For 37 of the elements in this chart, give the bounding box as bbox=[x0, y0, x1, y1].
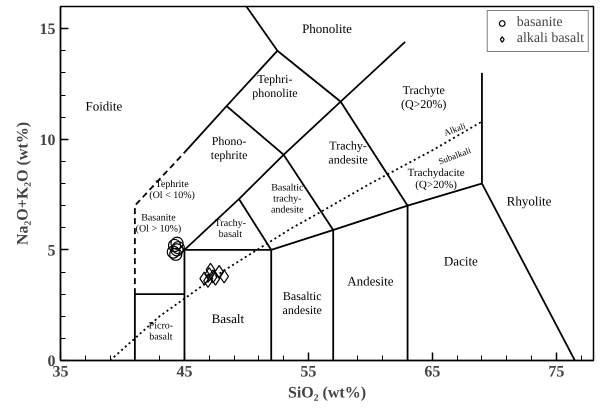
legend-label: alkali basalt bbox=[516, 31, 584, 47]
annotation: Foidite bbox=[85, 98, 123, 114]
point bbox=[214, 264, 224, 280]
annotation: Andesite bbox=[347, 273, 394, 288]
x-tick-label: 45 bbox=[176, 364, 192, 380]
y-tick-label: 5 bbox=[48, 242, 56, 260]
annotation: Phono- tephrite bbox=[210, 134, 248, 162]
point bbox=[219, 269, 230, 284]
y-tick-label: 15 bbox=[40, 21, 56, 38]
point bbox=[204, 267, 214, 282]
point bbox=[168, 238, 182, 252]
point bbox=[166, 246, 180, 259]
annotation: Alkali bbox=[442, 120, 468, 138]
annotation: Rhyolite bbox=[506, 194, 552, 209]
annotation: Basaltic trachy- andesite bbox=[270, 182, 304, 216]
annotation: Basaltic andesite bbox=[282, 288, 322, 317]
legend-label: basanite bbox=[516, 15, 563, 31]
annotation: Phonolite bbox=[302, 21, 352, 36]
y-axis-title: Na₂O+K₂O (wt%) bbox=[14, 122, 32, 246]
annotation: Trachydacite (Q>20%) bbox=[408, 167, 465, 192]
point bbox=[170, 236, 184, 250]
annotation: Tephrite (Ol < 10%) bbox=[149, 179, 195, 202]
annotation: Tephri- phonolite bbox=[252, 72, 298, 100]
x-tick-label: 65 bbox=[424, 364, 440, 380]
x-tick-label: 55 bbox=[300, 364, 316, 380]
annotation: Dacite bbox=[444, 253, 478, 268]
annotation: Trachy- andesite bbox=[328, 138, 368, 167]
annotation: Basanite (Ol > 10%) bbox=[136, 212, 182, 234]
x-axis-title: SiO₂ (wt%) bbox=[288, 384, 366, 402]
y-tick-label: 10 bbox=[40, 132, 56, 149]
annotation: Basalt bbox=[212, 310, 244, 326]
point bbox=[199, 272, 210, 286]
annotation: Trachyte (Q>20%) bbox=[400, 83, 446, 112]
point bbox=[169, 248, 182, 261]
x-tick-label: 75 bbox=[548, 364, 564, 380]
annotation: Picro- basalt bbox=[148, 320, 174, 343]
annotation: Trachy- basalt bbox=[214, 218, 246, 240]
